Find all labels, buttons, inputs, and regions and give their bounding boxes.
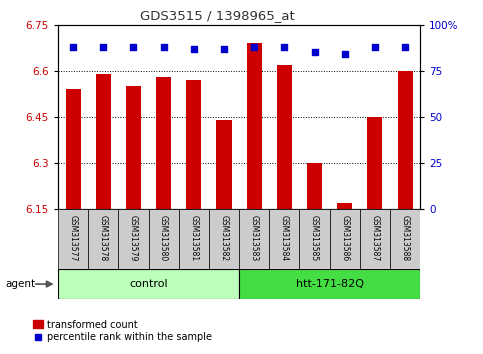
Bar <box>307 163 322 209</box>
Bar <box>368 117 383 209</box>
Text: GSM313584: GSM313584 <box>280 215 289 261</box>
Bar <box>126 86 141 209</box>
Bar <box>337 203 352 209</box>
Point <box>281 44 288 50</box>
Legend: transformed count, percentile rank within the sample: transformed count, percentile rank withi… <box>29 316 216 346</box>
Point <box>341 51 349 57</box>
Text: control: control <box>129 279 168 289</box>
Bar <box>299 209 330 269</box>
Text: GSM313577: GSM313577 <box>69 215 78 261</box>
Point <box>311 50 318 55</box>
Bar <box>156 77 171 209</box>
Bar <box>96 74 111 209</box>
Bar <box>179 209 209 269</box>
Text: GSM313582: GSM313582 <box>219 215 228 261</box>
Point <box>220 46 228 52</box>
Bar <box>247 43 262 209</box>
Point <box>250 44 258 50</box>
Bar <box>398 71 412 209</box>
Text: GSM313587: GSM313587 <box>370 215 380 261</box>
Text: GSM313583: GSM313583 <box>250 215 259 261</box>
Text: htt-171-82Q: htt-171-82Q <box>296 279 364 289</box>
Text: GDS3515 / 1398965_at: GDS3515 / 1398965_at <box>140 9 295 22</box>
Bar <box>270 209 299 269</box>
Text: GSM313585: GSM313585 <box>310 215 319 261</box>
Bar <box>66 89 81 209</box>
Point <box>129 44 137 50</box>
Text: GSM313578: GSM313578 <box>99 215 108 261</box>
Bar <box>186 80 201 209</box>
Text: agent: agent <box>6 279 36 289</box>
Text: GSM313586: GSM313586 <box>340 215 349 261</box>
Bar <box>209 209 239 269</box>
Bar <box>216 120 231 209</box>
Bar <box>360 209 390 269</box>
Bar <box>58 269 239 299</box>
Bar <box>239 209 270 269</box>
Bar <box>239 269 420 299</box>
Bar <box>58 209 88 269</box>
Point <box>160 44 168 50</box>
Bar <box>330 209 360 269</box>
Text: GSM313581: GSM313581 <box>189 215 199 261</box>
Text: GSM313579: GSM313579 <box>129 215 138 261</box>
Bar <box>118 209 149 269</box>
Point <box>190 46 198 52</box>
Bar <box>88 209 118 269</box>
Bar <box>277 65 292 209</box>
Bar <box>390 209 420 269</box>
Point <box>69 44 77 50</box>
Point <box>99 44 107 50</box>
Text: GSM313588: GSM313588 <box>400 215 410 261</box>
Point <box>371 44 379 50</box>
Point <box>401 44 409 50</box>
Text: GSM313580: GSM313580 <box>159 215 168 261</box>
Bar <box>149 209 179 269</box>
